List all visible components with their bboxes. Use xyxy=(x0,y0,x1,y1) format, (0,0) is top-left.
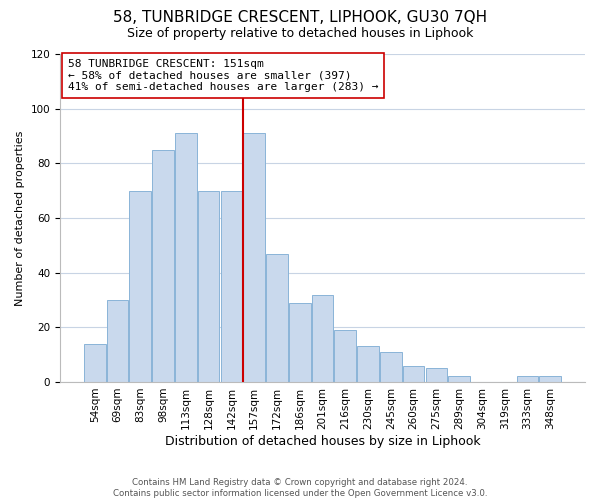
Bar xyxy=(311,294,334,382)
Bar xyxy=(198,190,220,382)
Bar xyxy=(107,300,128,382)
Bar xyxy=(539,376,561,382)
Bar xyxy=(244,134,265,382)
Text: 58, TUNBRIDGE CRESCENT, LIPHOOK, GU30 7QH: 58, TUNBRIDGE CRESCENT, LIPHOOK, GU30 7Q… xyxy=(113,10,487,25)
Text: Contains HM Land Registry data © Crown copyright and database right 2024.
Contai: Contains HM Land Registry data © Crown c… xyxy=(113,478,487,498)
Bar xyxy=(425,368,447,382)
Bar xyxy=(517,376,538,382)
Text: 58 TUNBRIDGE CRESCENT: 151sqm
← 58% of detached houses are smaller (397)
41% of : 58 TUNBRIDGE CRESCENT: 151sqm ← 58% of d… xyxy=(68,59,379,92)
Bar xyxy=(152,150,174,382)
Bar xyxy=(448,376,470,382)
Bar xyxy=(289,302,311,382)
X-axis label: Distribution of detached houses by size in Liphook: Distribution of detached houses by size … xyxy=(165,434,481,448)
Bar xyxy=(403,366,424,382)
Bar xyxy=(221,190,242,382)
Bar xyxy=(357,346,379,382)
Text: Size of property relative to detached houses in Liphook: Size of property relative to detached ho… xyxy=(127,28,473,40)
Bar xyxy=(84,344,106,382)
Bar xyxy=(334,330,356,382)
Bar xyxy=(175,134,197,382)
Bar xyxy=(266,254,288,382)
Bar xyxy=(380,352,401,382)
Bar xyxy=(130,190,151,382)
Y-axis label: Number of detached properties: Number of detached properties xyxy=(15,130,25,306)
